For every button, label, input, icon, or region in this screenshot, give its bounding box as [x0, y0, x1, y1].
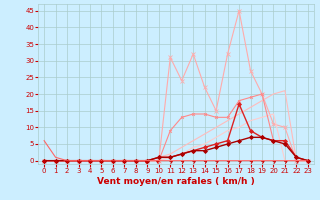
X-axis label: Vent moyen/en rafales ( km/h ): Vent moyen/en rafales ( km/h ) — [97, 177, 255, 186]
